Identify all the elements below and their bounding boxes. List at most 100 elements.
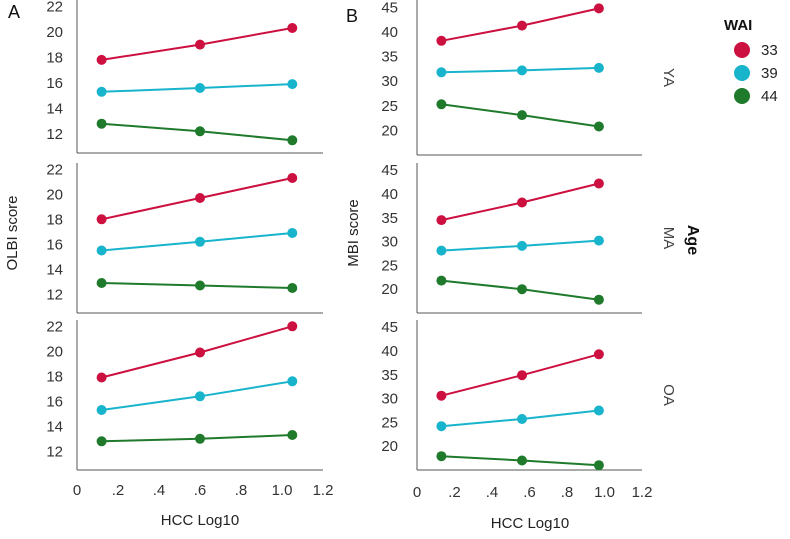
y-axis-label: MBI score — [345, 199, 362, 267]
data-point-39 — [195, 83, 205, 93]
y-tick-label: 16 — [46, 75, 63, 92]
y-tick-label: 40 — [381, 343, 398, 360]
x-tick-label: .8 — [561, 484, 574, 501]
x-tick-label: 0 — [73, 482, 81, 499]
facet-ma: 20 25 30 35 40 45 MA — [381, 162, 677, 314]
facet-label-ya: YA — [660, 68, 677, 87]
legend-swatch-39 — [734, 65, 750, 81]
x-tick-label: .6 — [194, 482, 207, 499]
data-point-44 — [517, 284, 527, 295]
data-point-44 — [287, 135, 298, 146]
y-tick-label: 20 — [381, 281, 398, 298]
data-point-33 — [96, 214, 107, 225]
data-point-39 — [517, 240, 527, 251]
y-tick-label: 18 — [46, 211, 63, 228]
y-tick-label: 20 — [46, 24, 63, 41]
data-point-44 — [517, 455, 527, 466]
y-tick-label: 40 — [381, 186, 398, 203]
legend-label-33: 33 — [761, 42, 778, 59]
y-tick-label: 35 — [381, 49, 398, 66]
x-tick-label: .4 — [153, 482, 166, 499]
data-point-39 — [195, 391, 205, 402]
x-tick-label: 0 — [413, 484, 421, 501]
y-tick-label: 16 — [46, 236, 63, 253]
data-point-39 — [436, 421, 447, 432]
data-point-44 — [593, 460, 604, 471]
data-point-39 — [436, 67, 447, 78]
facet-label-oa: OA — [660, 384, 677, 406]
data-point-39 — [593, 62, 604, 73]
y-tick-label: 22 — [46, 0, 63, 15]
y-tick-label: 20 — [46, 343, 63, 360]
data-point-39 — [593, 235, 604, 246]
data-point-33 — [593, 349, 604, 360]
data-point-39 — [593, 405, 604, 416]
facet-label-ma: MA — [660, 227, 677, 250]
y-tick-label: 14 — [46, 100, 63, 117]
y-tick-label: 22 — [46, 161, 63, 178]
data-point-44 — [436, 451, 447, 462]
data-point-44 — [593, 121, 604, 132]
facet-ya: 20 25 30 35 40 45 YA — [381, 0, 677, 156]
legend-label-44: 44 — [761, 88, 778, 105]
data-point-44 — [96, 118, 107, 129]
y-tick-label: 22 — [46, 318, 63, 335]
y-tick-label: 30 — [381, 391, 398, 408]
y-tick-label: 45 — [381, 319, 398, 336]
data-point-33 — [195, 39, 205, 50]
data-point-44 — [195, 126, 205, 137]
y-tick-label: 20 — [381, 438, 398, 455]
data-point-44 — [287, 430, 298, 440]
data-point-44 — [195, 433, 205, 444]
data-point-33 — [287, 23, 298, 33]
y-tick-label: 35 — [381, 367, 398, 384]
legend-swatch-33 — [734, 42, 750, 58]
legend-label-39: 39 — [761, 65, 778, 82]
y-tick-label: 25 — [381, 98, 398, 115]
y-tick-label: 45 — [381, 0, 398, 16]
panel-letter: B — [346, 6, 358, 26]
data-point-44 — [195, 280, 205, 291]
data-point-39 — [96, 245, 107, 256]
x-tick-label: 1.2 — [313, 482, 334, 499]
y-tick-label: 12 — [46, 286, 63, 303]
x-axis-label: HCC Log10 — [161, 512, 239, 529]
facet-oa: 20 25 30 35 40 45 OA — [381, 319, 677, 471]
y-tick-label: 40 — [381, 24, 398, 41]
data-point-33 — [593, 3, 604, 14]
data-point-33 — [517, 197, 527, 208]
data-point-39 — [287, 228, 298, 238]
data-point-39 — [96, 405, 107, 415]
x-tick-label: .6 — [523, 484, 536, 501]
data-point-39 — [96, 86, 107, 97]
facet-title: Age — [684, 225, 701, 255]
y-tick-label: 45 — [381, 162, 398, 179]
data-point-39 — [436, 245, 447, 256]
data-point-33 — [195, 193, 205, 203]
y-tick-label: 14 — [46, 418, 63, 435]
panel-letter: A — [8, 2, 20, 22]
data-point-33 — [96, 54, 107, 65]
x-tick-label: 1.0 — [594, 484, 615, 501]
y-tick-label: 18 — [46, 368, 63, 385]
data-point-44 — [593, 294, 604, 305]
y-tick-label: 14 — [46, 261, 63, 278]
data-point-33 — [517, 20, 527, 31]
data-point-39 — [517, 414, 527, 424]
data-point-44 — [517, 110, 527, 121]
x-tick-label: 1.2 — [632, 484, 653, 501]
legend-title: WAI — [724, 17, 752, 34]
data-point-39 — [287, 376, 298, 387]
facet-ya: 12 14 16 18 20 22 — [46, 0, 323, 154]
data-point-33 — [436, 35, 447, 46]
data-point-44 — [96, 278, 107, 288]
data-point-33 — [96, 372, 107, 383]
y-tick-label: 25 — [381, 257, 398, 274]
facet-oa: 12 14 16 18 20 22 — [46, 318, 323, 471]
y-tick-label: 12 — [46, 443, 63, 460]
legend-swatch-44 — [734, 88, 750, 104]
x-tick-label: .2 — [112, 482, 125, 499]
